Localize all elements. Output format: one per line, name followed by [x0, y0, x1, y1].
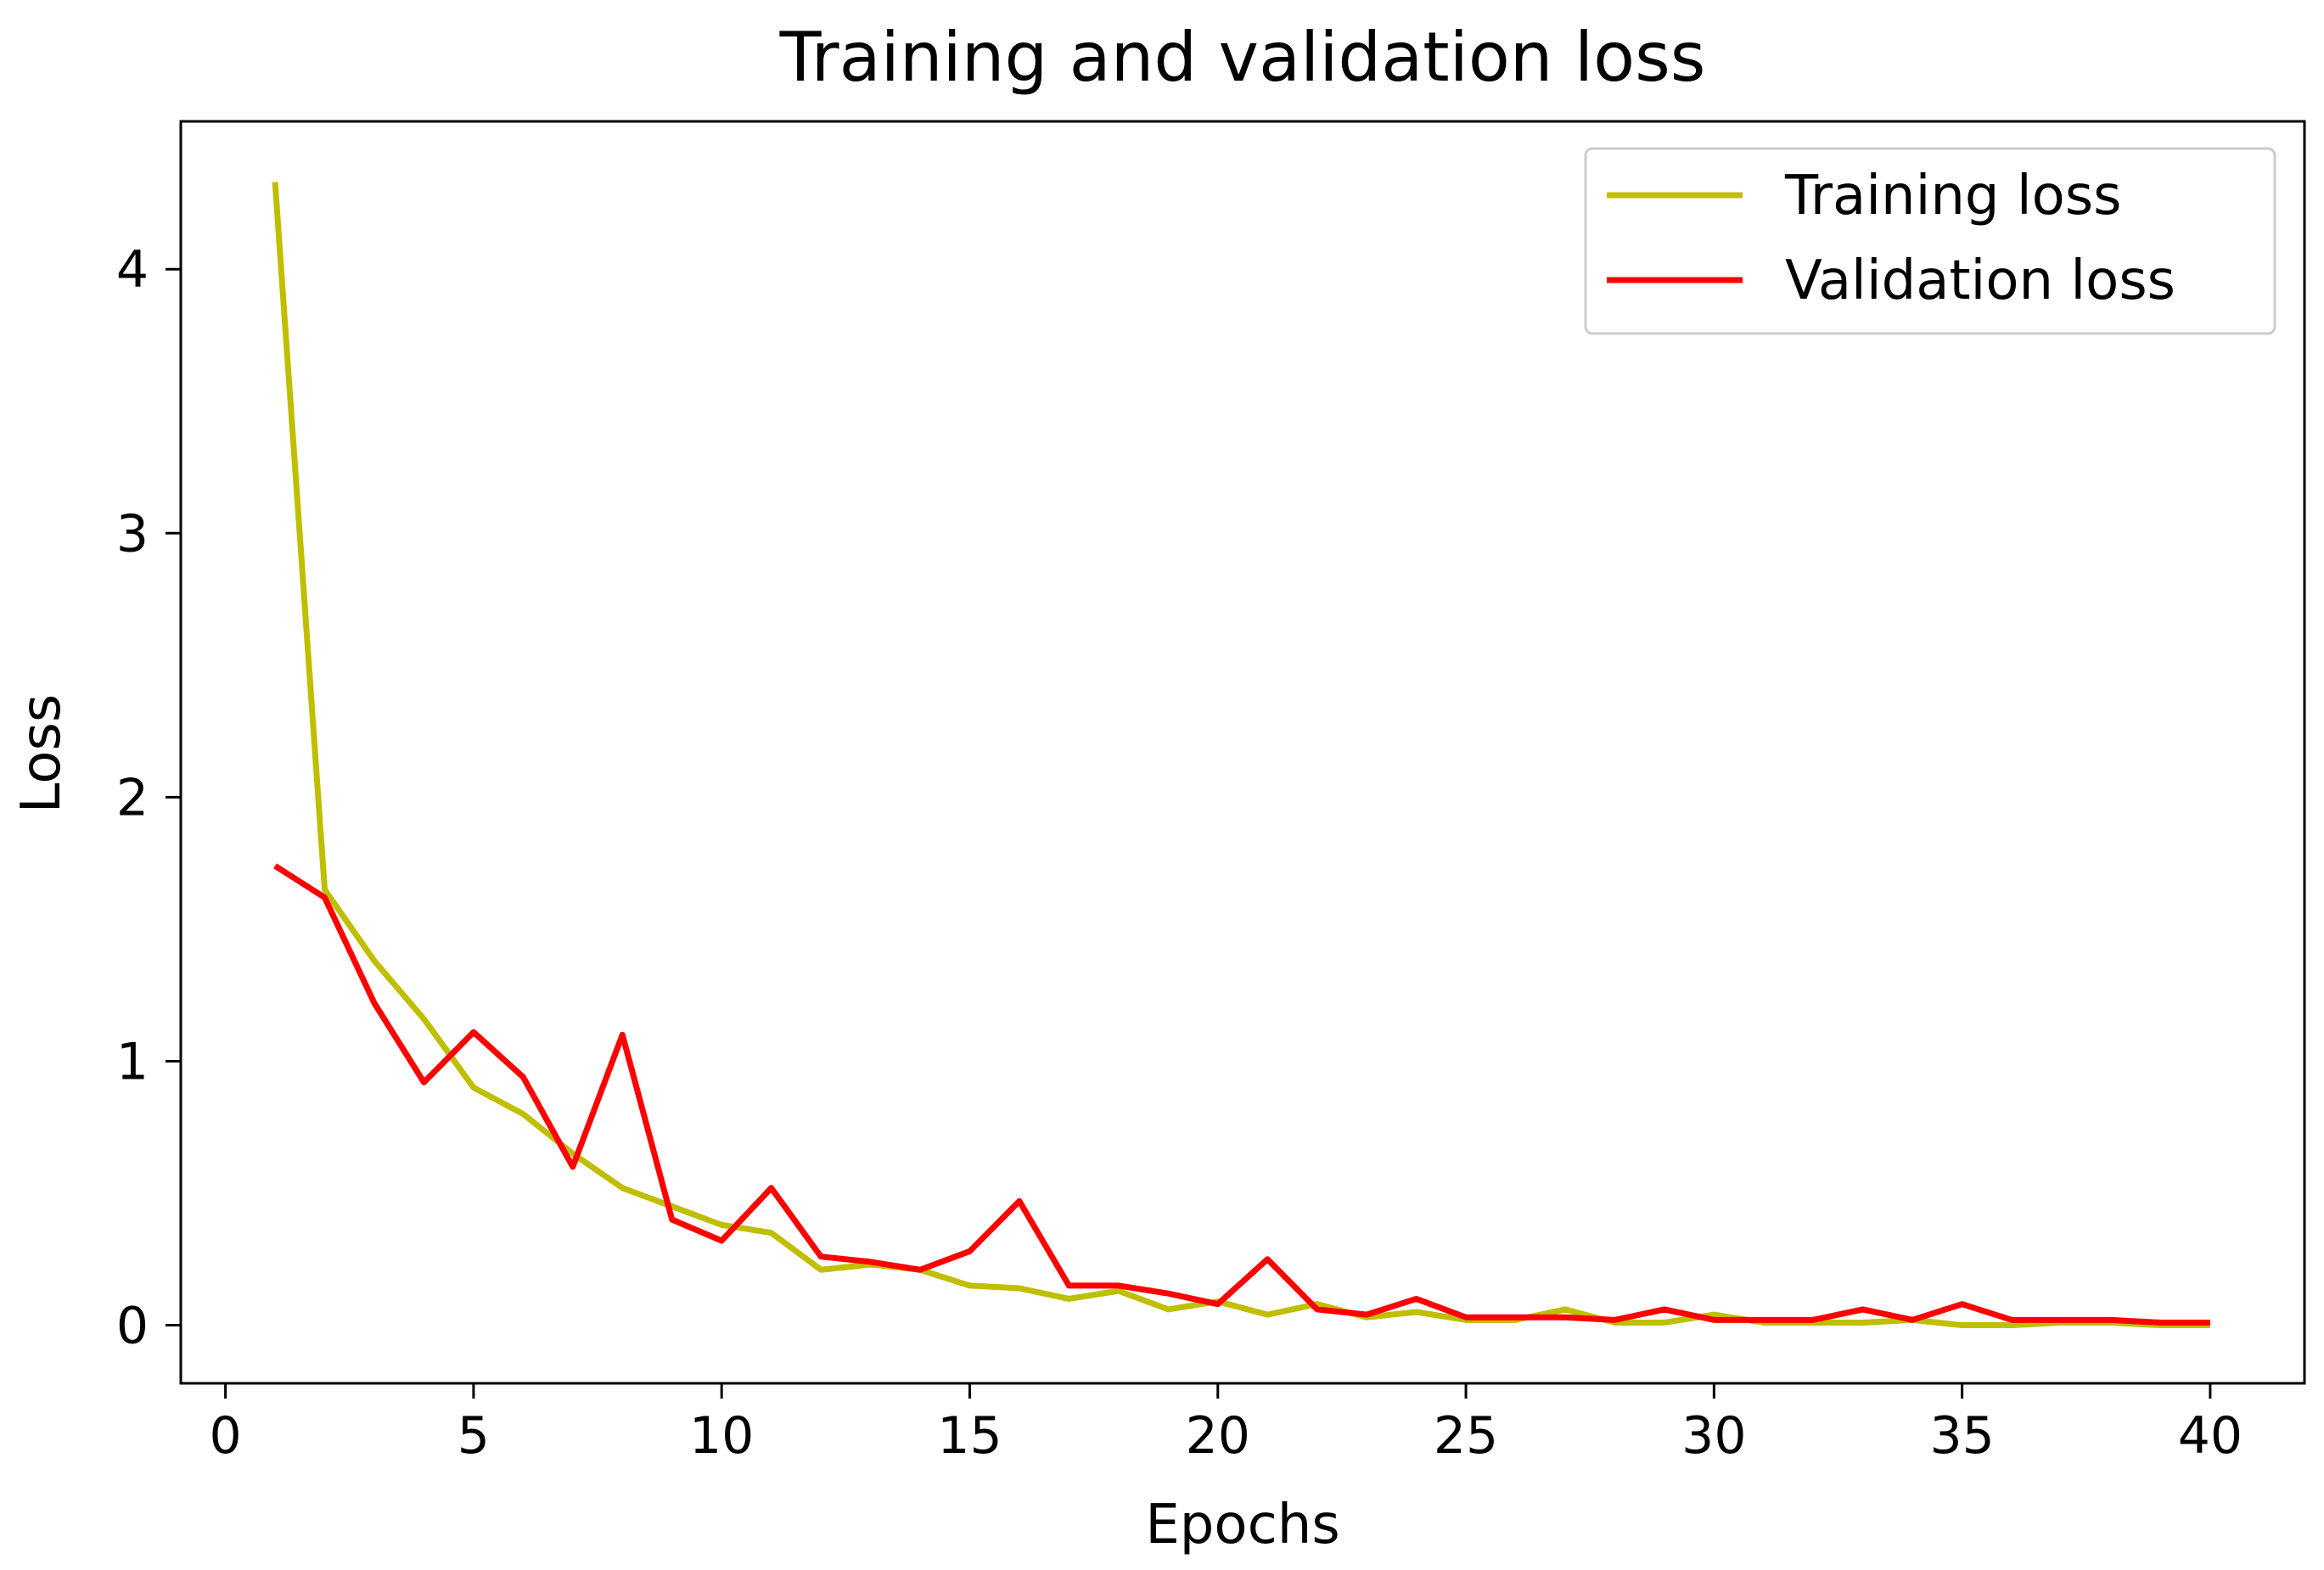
validation-loss-point — [1959, 1301, 1966, 1308]
validation-loss-point — [1264, 1256, 1271, 1263]
validation-loss-point — [2058, 1316, 2065, 1323]
training-loss-point — [1065, 1295, 1072, 1302]
training-loss-point — [768, 1230, 775, 1236]
validation-loss-point — [817, 1253, 824, 1260]
validation-loss-point — [718, 1237, 725, 1244]
x-tick-label: 40 — [2178, 1406, 2243, 1466]
training-loss-point — [1165, 1306, 1171, 1313]
validation-loss-point — [1710, 1316, 1717, 1323]
validation-loss-point — [1810, 1316, 1816, 1323]
validation-loss-point — [1413, 1295, 1420, 1302]
training-loss-point — [966, 1282, 973, 1289]
y-tick-label: 0 — [116, 1297, 149, 1356]
validation-loss-point — [1760, 1316, 1767, 1323]
series-line-training-loss — [272, 182, 2210, 1329]
validation-loss-point — [1115, 1282, 1122, 1289]
y-axis-label: Loss — [10, 694, 73, 813]
validation-loss-point — [371, 1000, 378, 1006]
training-loss-point — [272, 179, 278, 186]
validation-loss-point — [272, 862, 278, 869]
validation-loss-point — [2108, 1316, 2114, 1323]
training-loss-point — [1264, 1311, 1271, 1318]
validation-loss-point — [619, 1031, 626, 1038]
plot-frame — [179, 120, 2306, 1385]
series-line-validation-loss — [273, 863, 2210, 1326]
validation-loss-point — [966, 1248, 973, 1254]
y-tick-label: 2 — [116, 768, 149, 827]
validation-loss-point — [570, 1163, 576, 1170]
validation-loss-point — [1611, 1316, 1618, 1323]
x-tick-label: 15 — [937, 1406, 1002, 1466]
legend-box — [1584, 147, 2276, 335]
validation-loss-point — [1909, 1316, 1916, 1323]
validation-loss-point — [2157, 1319, 2164, 1326]
chart-title: Training and validation loss — [779, 18, 1706, 97]
y-tick-label: 4 — [116, 240, 149, 300]
x-tick-label: 10 — [689, 1406, 754, 1466]
training-loss-point — [1860, 1319, 1866, 1326]
validation-loss-point — [1860, 1306, 1866, 1313]
validation-loss-point — [2207, 1319, 2214, 1326]
y-tick-label: 1 — [116, 1032, 149, 1091]
validation-loss-point — [1513, 1314, 1519, 1320]
legend-label-validation-loss: Validation loss — [1785, 250, 2175, 312]
validation-loss-point — [669, 1216, 676, 1223]
validation-loss-point — [1462, 1314, 1469, 1320]
training-loss-point — [817, 1266, 824, 1273]
validation-loss-point — [1165, 1290, 1171, 1297]
validation-loss-point — [2008, 1316, 2015, 1323]
legend-label-training-loss: Training loss — [1784, 165, 2122, 227]
x-tick-label: 20 — [1186, 1406, 1250, 1466]
training-loss-point — [1562, 1306, 1569, 1313]
validation-loss-point — [1065, 1282, 1072, 1289]
validation-loss-point — [470, 1029, 477, 1035]
training-loss-point — [371, 957, 378, 964]
validation-loss-point — [519, 1074, 526, 1080]
x-tick-label: 5 — [458, 1406, 490, 1466]
validation-loss-point — [1661, 1306, 1668, 1313]
training-loss-point — [322, 886, 328, 893]
validation-loss-point — [420, 1079, 427, 1085]
x-tick-label: 30 — [1681, 1406, 1746, 1466]
validation-loss-point — [1363, 1311, 1370, 1318]
y-tick-label: 3 — [116, 504, 149, 564]
validation-loss-point — [1314, 1306, 1321, 1313]
training-loss-point — [420, 1016, 427, 1023]
training-loss-point — [619, 1185, 626, 1192]
validation-loss-point — [917, 1266, 923, 1273]
training-loss-point — [519, 1111, 526, 1118]
validation-loss-point — [1016, 1197, 1023, 1204]
validation-loss-point — [322, 894, 328, 901]
training-loss-point — [718, 1221, 725, 1228]
x-tick-label: 0 — [210, 1406, 242, 1466]
validation-loss-point — [768, 1185, 775, 1192]
x-tick-label: 35 — [1929, 1406, 1994, 1466]
training-loss-point — [470, 1085, 477, 1091]
training-loss-point — [1413, 1309, 1420, 1315]
x-tick-label: 25 — [1434, 1406, 1498, 1466]
training-loss-point — [1016, 1285, 1023, 1292]
training-loss-point — [1661, 1319, 1668, 1326]
training-loss-point — [1959, 1322, 1966, 1329]
validation-loss-point — [867, 1259, 874, 1265]
validation-loss-point — [1215, 1301, 1221, 1308]
x-axis-label: Epochs — [1145, 1494, 1339, 1556]
validation-loss-point — [1562, 1314, 1569, 1320]
